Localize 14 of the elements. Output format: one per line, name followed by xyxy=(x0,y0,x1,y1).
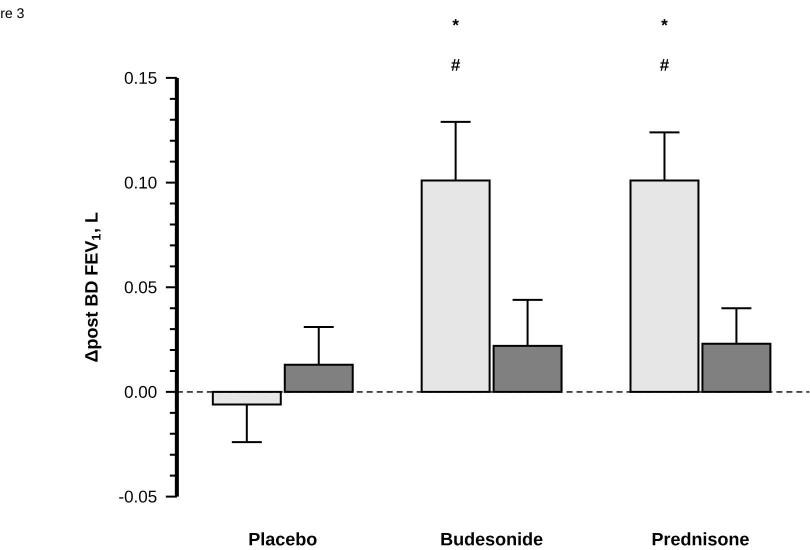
x-tick-label: Prednisone xyxy=(652,532,749,546)
y-axis-title: Δpost BD FEV$_{1}$, L xyxy=(85,212,102,362)
x-tick-label: Budesonide xyxy=(441,532,542,546)
text: * xyxy=(452,19,459,26)
y-tick-label: -0.05 xyxy=(119,490,156,503)
y-tick-label: 0.05 xyxy=(124,281,156,294)
y-tick-label: 0.10 xyxy=(124,176,156,189)
text: # xyxy=(451,59,460,71)
text: * xyxy=(661,19,668,26)
y-tick-label: 0.00 xyxy=(124,386,156,398)
text: re 3 xyxy=(1,8,24,18)
text: # xyxy=(660,59,669,71)
y-tick-label: 0.15 xyxy=(124,72,156,84)
x-tick-label: Placebo xyxy=(250,532,317,546)
